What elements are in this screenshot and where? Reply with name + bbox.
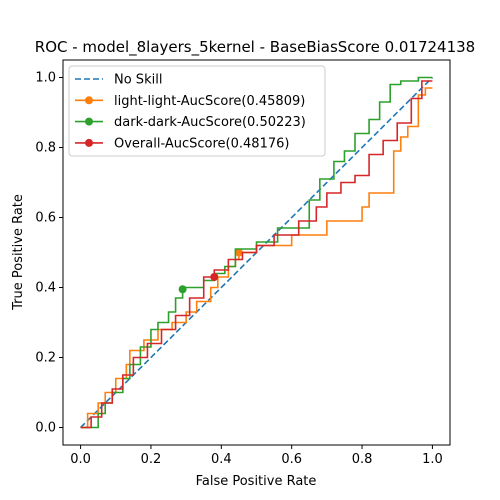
series-marker-3	[210, 273, 219, 281]
x-axis-label: False Positive Rate	[196, 474, 317, 489]
legend-marker-1	[85, 96, 93, 105]
legend-label-1: light-light-AucScore(0.45809)	[114, 94, 305, 109]
y-tick-label-2: 0.4	[35, 281, 56, 296]
y-axis-label: True Positive Rate	[11, 194, 26, 311]
y-tick-label-3: 0.6	[35, 211, 56, 226]
plot-frame	[62, 59, 451, 446]
x-tick-label-4: 0.8	[352, 452, 373, 467]
legend-label-3: Overall-AucScore(0.48176)	[114, 136, 289, 151]
series-marker-1	[234, 248, 243, 257]
x-tick-label-3: 0.6	[281, 452, 302, 467]
legend-label-0: No Skill	[114, 73, 162, 88]
series-line-3	[80, 80, 433, 429]
y-axis: 0.0 0.2 0.4 0.6 0.8 1.0	[35, 71, 63, 436]
x-tick-label-0: 0.0	[70, 452, 91, 467]
x-tick-label-5: 1.0	[422, 452, 443, 467]
legend-box	[68, 65, 326, 157]
legend-marker-3	[85, 138, 93, 147]
y-tick-label-4: 0.8	[35, 141, 56, 156]
legend-label-2: dark-dark-AucScore(0.50223)	[114, 115, 306, 130]
x-tick-label-1: 0.2	[141, 452, 162, 467]
chart-title: ROC - model_8layers_5kernel - BaseBiasSc…	[35, 38, 475, 57]
y-tick-label-5: 1.0	[35, 71, 56, 86]
x-axis: 0.0 0.2 0.4 0.6 0.8 1.0	[70, 445, 443, 467]
series-marker-2	[178, 285, 187, 294]
legend: No Skill light-light-AucScore(0.45809) dar…	[68, 65, 326, 157]
legend-marker-2	[85, 117, 93, 126]
y-tick-label-1: 0.2	[35, 351, 56, 366]
y-tick-label-0: 0.0	[35, 421, 56, 436]
plot-area	[80, 76, 433, 429]
x-tick-label-2: 0.4	[211, 452, 232, 467]
